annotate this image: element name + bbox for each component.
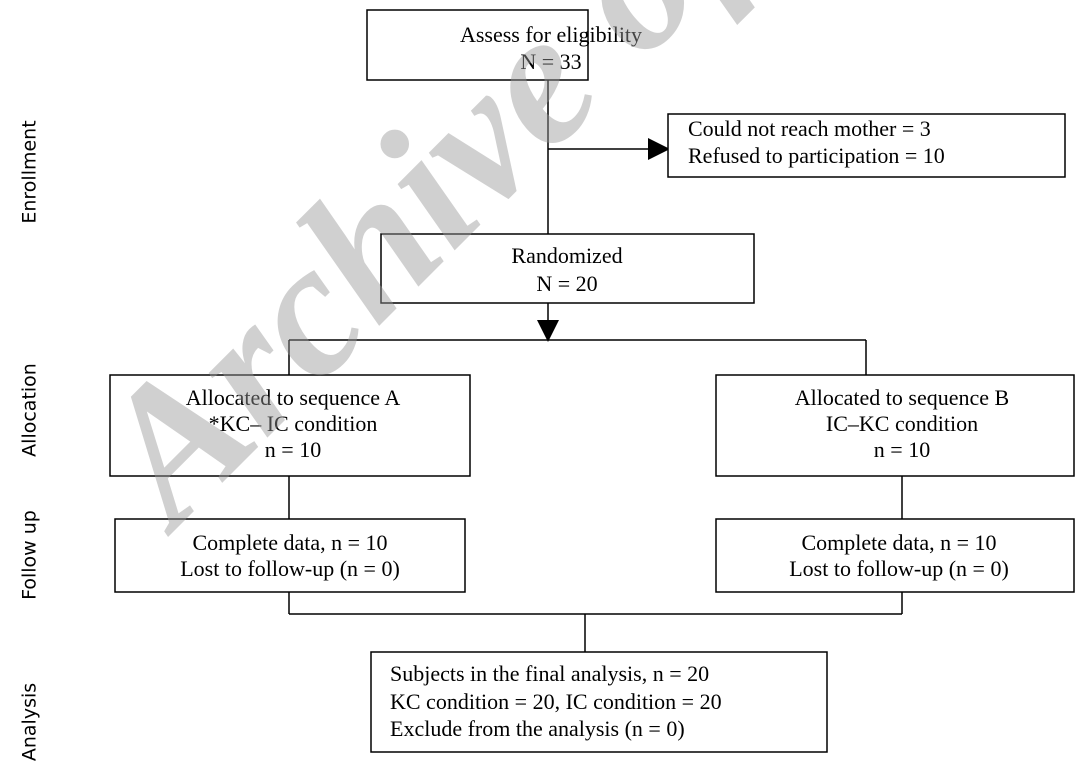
box-text: N = 33: [520, 49, 581, 74]
box-text: Assess for eligibility: [460, 22, 642, 47]
box-text: Complete data, n = 10: [801, 530, 996, 555]
box-text: *KC– IC condition: [209, 411, 378, 436]
box-text: Could not reach mother = 3: [688, 116, 931, 141]
box-text: n = 10: [265, 437, 321, 462]
box-text: Allocated to sequence A: [186, 385, 401, 410]
box-text: Subjects in the final analysis, n = 20: [390, 661, 709, 686]
box: [715, 518, 1075, 593]
box: [114, 518, 466, 593]
box-text: Lost to follow-up (n = 0): [180, 556, 400, 581]
box: [109, 374, 471, 477]
box-text: Complete data, n = 10: [192, 530, 387, 555]
box: [366, 9, 589, 81]
box: [667, 113, 1066, 178]
box-text: Allocated to sequence B: [795, 385, 1009, 410]
stage-label: Enrollment: [19, 120, 41, 223]
box-text: KC condition = 20, IC condition = 20: [390, 689, 722, 714]
stage-label: Follow up: [19, 510, 41, 600]
box-text: Randomized: [511, 243, 622, 268]
box: [715, 374, 1075, 477]
box-text: n = 10: [874, 437, 930, 462]
box-text: N = 20: [536, 271, 597, 296]
box-text: IC–KC condition: [826, 411, 978, 436]
box: [370, 651, 828, 753]
stage-label: Analysis: [19, 683, 41, 761]
stage-label: Allocation: [19, 363, 41, 457]
box-text: Lost to follow-up (n = 0): [789, 556, 1009, 581]
box-text: Exclude from the analysis (n = 0): [390, 716, 685, 741]
box-text: Refused to participation = 10: [688, 143, 945, 168]
box: [380, 233, 755, 304]
